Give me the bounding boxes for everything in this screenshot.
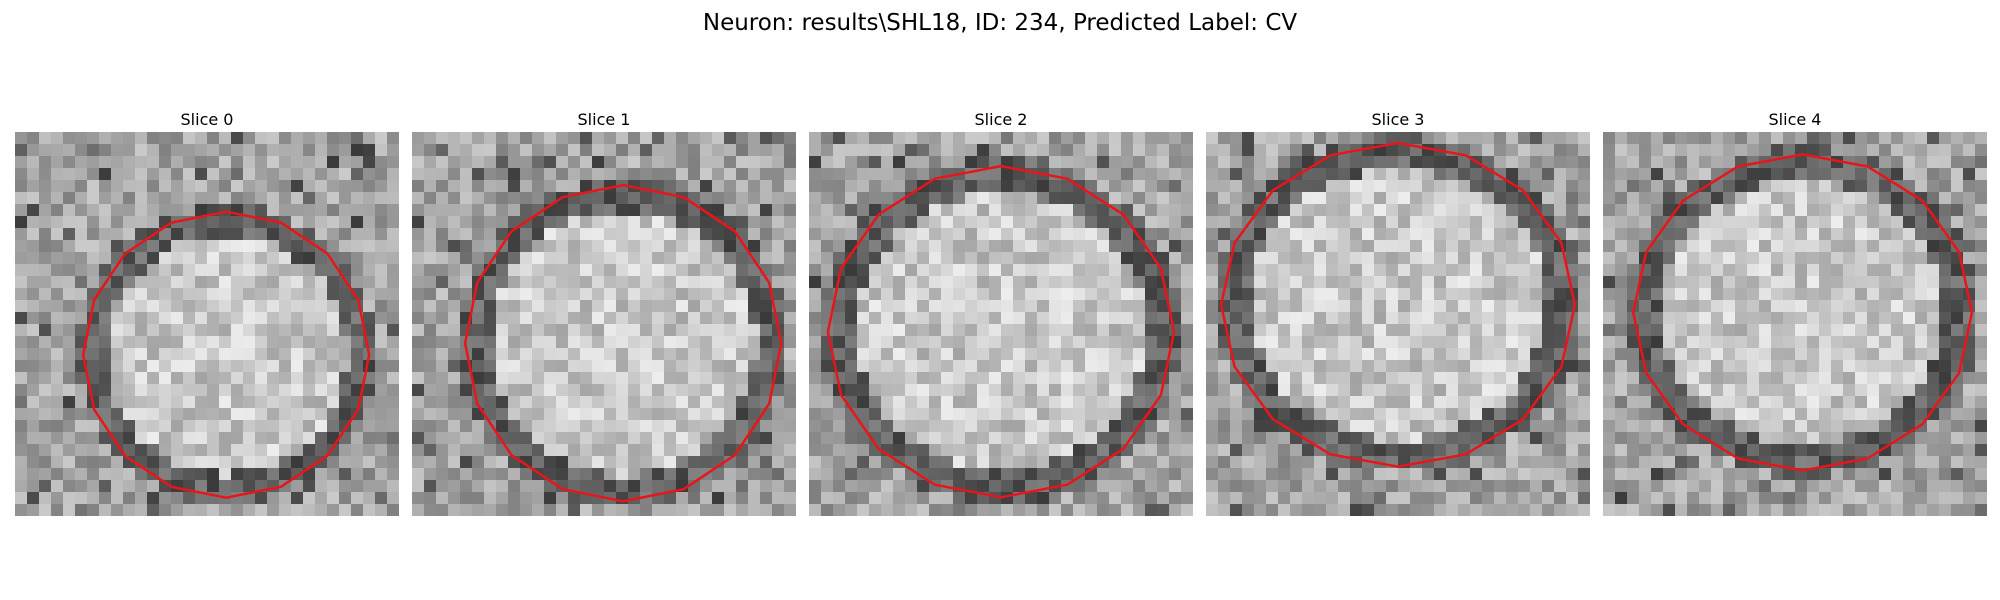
pixel-grid [1206, 132, 1590, 516]
slice-image [15, 132, 399, 516]
slice-svg [809, 132, 1193, 516]
slice-svg [412, 132, 796, 516]
slice-title: Slice 0 [180, 110, 234, 129]
slice-panel-3: Slice 3 [1206, 107, 1590, 516]
slice-title: Slice 4 [1768, 110, 1822, 129]
slice-svg [1603, 132, 1987, 516]
slice-panel-2: Slice 2 [809, 107, 1193, 516]
pixel-grid [1603, 132, 1987, 516]
segmentation-contour [463, 183, 783, 503]
pixel-grid [412, 132, 796, 516]
slice-title: Slice 2 [974, 110, 1028, 129]
slice-image [412, 132, 796, 516]
slice-svg [15, 132, 399, 516]
segmentation-contour [826, 164, 1176, 499]
slice-image [809, 132, 1193, 516]
slice-panel-0: Slice 0 [15, 107, 399, 516]
slice-panel-1: Slice 1 [412, 107, 796, 516]
slice-title: Slice 3 [1371, 110, 1425, 129]
segmentation-contour [1632, 153, 1974, 472]
slice-panel-4: Slice 4 [1603, 107, 1987, 516]
figure-title: Neuron: results\SHL18, ID: 234, Predicte… [702, 10, 1298, 36]
slice-image [1206, 132, 1590, 516]
slice-svg [1206, 132, 1590, 516]
segmentation-contour [81, 210, 371, 499]
pixel-grid [809, 132, 1193, 516]
pixel-grid [15, 132, 399, 516]
segmentation-contour [1219, 141, 1577, 468]
slice-title: Slice 1 [577, 110, 631, 129]
slice-image [1603, 132, 1987, 516]
